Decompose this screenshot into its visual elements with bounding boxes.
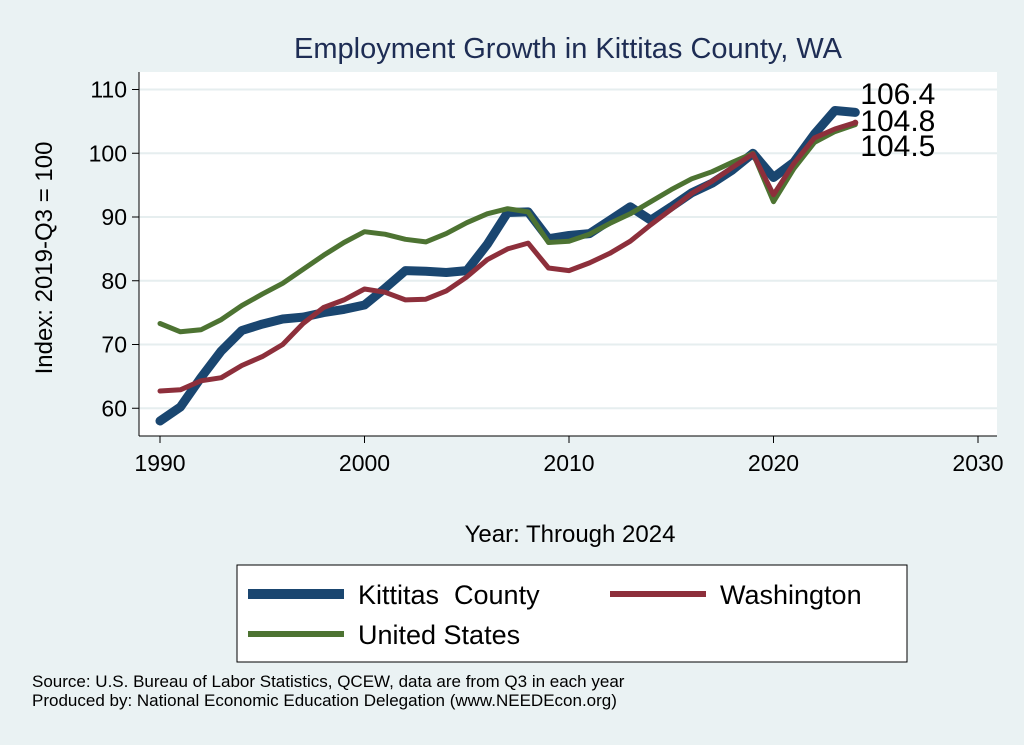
series-line-washington [157,120,858,394]
plot-area [139,72,997,436]
end-value-label: 106.4 [860,78,935,111]
axes: 60 70 80 90 100 110 1990 2000 2010 2020 2030 [89,72,1004,476]
y-tick-label: 80 [101,268,127,294]
producer-line: Produced by: National Economic Education… [32,691,617,710]
source-note: Source: U.S. Bureau of Labor Statistics,… [32,672,624,710]
x-tick-label: 2020 [748,450,799,476]
washington-end-marker [852,119,859,126]
legend-label: Washington [720,580,862,610]
x-tick-label: 1990 [134,450,185,476]
legend-items: Kittitas County Washington United States [248,580,862,650]
y-axis-label: Index: 2019-Q3 = 100 [31,142,58,375]
legend-box [236,564,908,663]
y-tick-label: 90 [101,204,127,230]
legend-label: Kittitas County [358,580,540,610]
end-value-label: 104.5 [860,130,935,163]
y-tick-label: 110 [90,77,127,103]
x-tick-label: 2010 [543,450,594,476]
y-tick-label: 100 [89,140,127,166]
series-line-united-states [157,122,858,335]
source-line: Source: U.S. Bureau of Labor Statistics,… [32,672,625,691]
series-lines [155,106,860,426]
x-tick-label: 2000 [339,450,390,476]
y-tick-label: 60 [101,395,127,421]
legend-label: United States [358,620,520,650]
legend: Kittitas County Washington United States [236,564,908,663]
x-tick-label: 2030 [952,450,1003,476]
x-axis-label: Year: Through 2024 [465,521,676,548]
y-tick-label: 70 [101,332,127,358]
chart-title: Employment Growth in Kittitas County, WA [294,33,843,65]
end-value-label: 104.8 [860,105,935,138]
